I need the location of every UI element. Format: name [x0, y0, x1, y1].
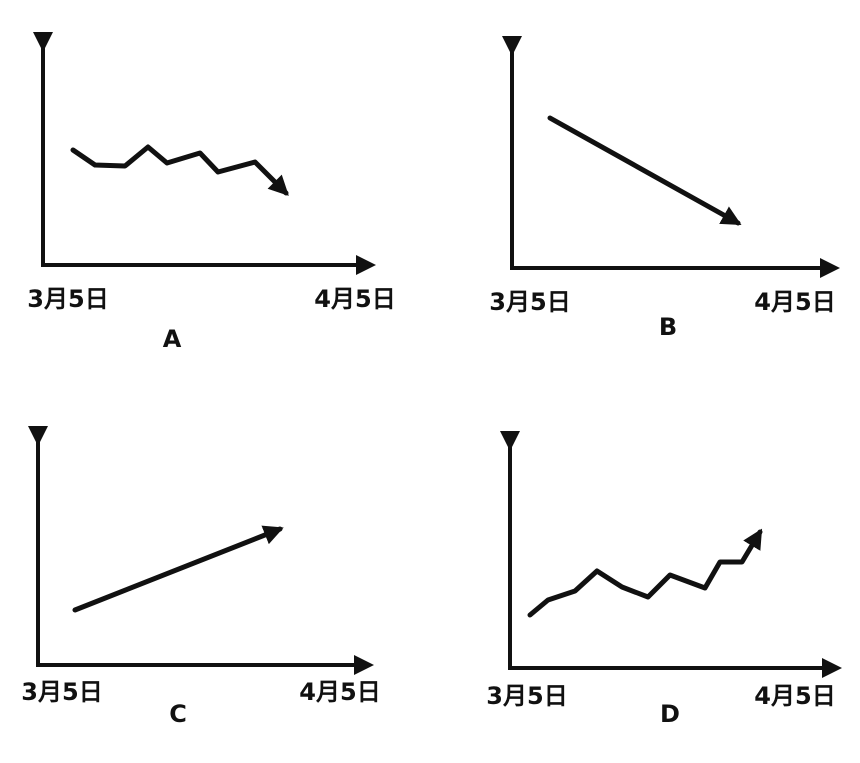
panel-c: 3月5日 4月5日 C [21, 426, 381, 728]
panel-label: A [163, 325, 182, 353]
panel-b: 3月5日 4月5日 B [489, 36, 840, 341]
axes [28, 426, 374, 675]
trend-line [547, 115, 742, 226]
start-label: 3月5日 [489, 288, 570, 316]
panel-d: 3月5日 4月5日 D [486, 431, 842, 728]
start-label: 3月5日 [27, 285, 108, 313]
end-label: 4月5日 [754, 682, 835, 710]
start-label: 3月5日 [21, 678, 102, 706]
panel-label: D [660, 700, 680, 728]
trend-line [72, 525, 284, 613]
panel-a: 3月5日 4月5日 A [27, 32, 396, 353]
end-label: 4月5日 [754, 288, 835, 316]
end-label: 4月5日 [314, 285, 395, 313]
axes [502, 36, 840, 278]
trend-line [70, 144, 289, 196]
axes [33, 32, 376, 275]
panel-label: B [659, 313, 677, 341]
axes [500, 431, 842, 678]
panel-label: C [169, 700, 187, 728]
end-label: 4月5日 [299, 678, 380, 706]
start-label: 3月5日 [486, 682, 567, 710]
trend-line [527, 528, 763, 618]
